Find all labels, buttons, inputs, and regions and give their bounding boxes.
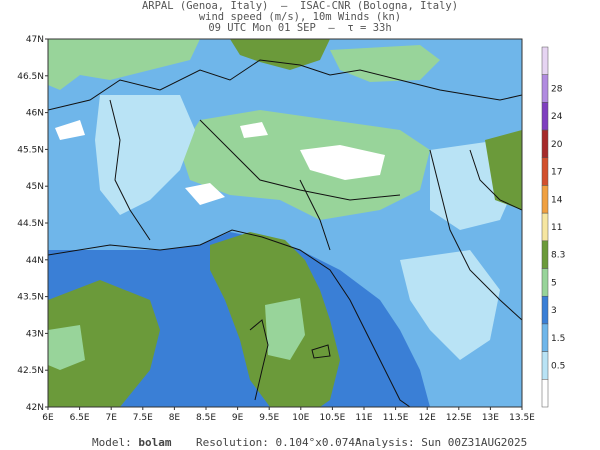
field-alps-green-ne: [330, 45, 440, 82]
colorbar-label: 0.5: [551, 361, 565, 371]
footer-analysis: Analysis: Sun 00Z31AUG2025: [355, 436, 527, 449]
field-east-pale: [400, 250, 500, 360]
colorbar-swatch: [541, 185, 549, 214]
lon-tick-label: 12.5E: [446, 413, 472, 423]
colorbar-label: 17: [551, 168, 562, 178]
lon-tick-label: 12E: [419, 413, 436, 423]
field-po-valley: [180, 110, 430, 220]
footer-resolution-value: 0.104°x0.074°: [275, 436, 362, 449]
colorbar-label: 14: [551, 195, 563, 205]
region-border-1: [199, 119, 401, 201]
colorbar-label: 8.3: [551, 251, 565, 261]
coastline-liguria: [48, 229, 411, 407]
field-alps-white-1: [240, 122, 268, 138]
lon-tick-label: 6E: [42, 413, 54, 423]
colorbar-label: 11: [551, 223, 562, 233]
lon-tick-label: 10.5E: [320, 413, 346, 423]
field-tuscany-light: [265, 298, 305, 360]
field-alps-green-nw: [48, 39, 200, 90]
colorbar-label: 20: [551, 140, 563, 150]
lon-tick-label: 13E: [482, 413, 499, 423]
lat-tick-label: 45.5N: [17, 145, 44, 155]
colorbar-label: 5: [551, 278, 557, 288]
field-alps-green-n: [230, 39, 330, 70]
field-sw-green: [48, 280, 160, 407]
colorbar-swatch: [541, 323, 549, 352]
colorbar-swatch: [541, 268, 549, 297]
wind-speed-map: 6E 6.5E 7E 7.5E 8E 8.5E 9E 9.5E 10E 10.5E 11E 11.5E…: [17, 35, 565, 423]
field-po-valley-white-2: [185, 183, 225, 205]
colorbar-label: 28: [551, 85, 563, 95]
field-pale-blue-w: [95, 95, 195, 215]
header-line-3: 09 UTC Mon 01 SEP — τ = 33h: [208, 22, 392, 34]
lon-tick-label: 11.5E: [383, 413, 409, 423]
colorbar-swatch: [541, 212, 549, 242]
colorbar-swatch: [541, 379, 549, 408]
lat-tick-label: 46N: [26, 109, 44, 119]
colorbar-label: 1.5: [551, 334, 565, 344]
colorbar-swatch: [541, 295, 549, 325]
corsica-outline: [249, 319, 269, 401]
coastline-adriatic: [429, 149, 522, 321]
border-alps: [48, 59, 522, 111]
field-alps-white-2: [55, 120, 85, 140]
lat-tick-label: 45N: [26, 182, 44, 192]
lon-tick-label: 11E: [355, 413, 372, 423]
field-po-valley-white-1: [300, 145, 385, 180]
field-adriatic-green: [485, 130, 522, 210]
lon-tick-label: 13.5E: [509, 413, 535, 423]
colorbar-swatch: [541, 240, 549, 269]
footer-resolution: Resolution: 0.104°x0.074°: [196, 436, 362, 449]
footer-model: Model: bolam: [92, 436, 172, 449]
lon-tick-label: 9E: [232, 413, 244, 423]
colorbar-swatch: [541, 46, 549, 75]
lon-tick-label: 8.5E: [196, 413, 216, 423]
footer-model-label: Model:: [92, 436, 132, 449]
lat-tick-label: 44N: [26, 256, 44, 266]
lon-tick-label: 8E: [169, 413, 181, 423]
lon-tick-label: 10E: [292, 413, 309, 423]
field-sw-light: [48, 325, 85, 370]
colorbar-swatch: [541, 74, 549, 103]
footer-analysis-label: Analysis:: [355, 436, 415, 449]
footer-resolution-label: Resolution:: [196, 436, 269, 449]
lon-axis: 6E 6.5E 7E 7.5E 8E 8.5E 9E 9.5E 10E 10.5E 11E 11.5E…: [42, 407, 535, 423]
lon-tick-label: 7.5E: [133, 413, 153, 423]
lat-tick-label: 43N: [26, 329, 44, 339]
colorbar-swatch: [541, 157, 549, 186]
slovenia-border: [469, 149, 522, 211]
footer-model-value: bolam: [138, 436, 172, 449]
wind-field: [48, 39, 522, 407]
lat-tick-label: 42.5N: [17, 366, 44, 376]
lat-tick-label: 47N: [26, 35, 44, 45]
colorbar-label: 3: [551, 306, 557, 316]
elba-outline: [311, 344, 331, 359]
lon-tick-label: 7E: [105, 413, 117, 423]
colorbar: 28 24 20 17 14 11 8.3 5 3 1.5 0.5: [541, 46, 565, 408]
lat-tick-label: 43.5N: [17, 293, 44, 303]
colorbar-swatch: [541, 129, 549, 159]
lon-tick-label: 6.5E: [70, 413, 90, 423]
lat-tick-label: 42N: [26, 403, 44, 413]
region-border-2: [299, 179, 331, 251]
lat-axis: 47N 46.5N 46N 45.5N 45N 44.5N 44N 43.5N 43N 42.5N…: [17, 35, 48, 413]
colorbar-swatch: [541, 102, 549, 131]
header-line-2: wind speed (m/s), 10m Winds (kn): [198, 11, 402, 23]
header-line-1: ARPAL (Genoa, Italy) — ISAC-CNR (Bologna…: [141, 0, 459, 12]
lat-tick-label: 44.5N: [17, 219, 44, 229]
lat-tick-label: 46.5N: [17, 72, 44, 82]
footer-analysis-value: Sun 00Z31AUG2025: [421, 436, 528, 449]
colorbar-label: 24: [551, 112, 563, 122]
colorbar-swatch: [541, 351, 549, 380]
border-france-italy: [109, 99, 151, 241]
lon-tick-label: 9.5E: [259, 413, 279, 423]
boundaries: [48, 59, 522, 407]
